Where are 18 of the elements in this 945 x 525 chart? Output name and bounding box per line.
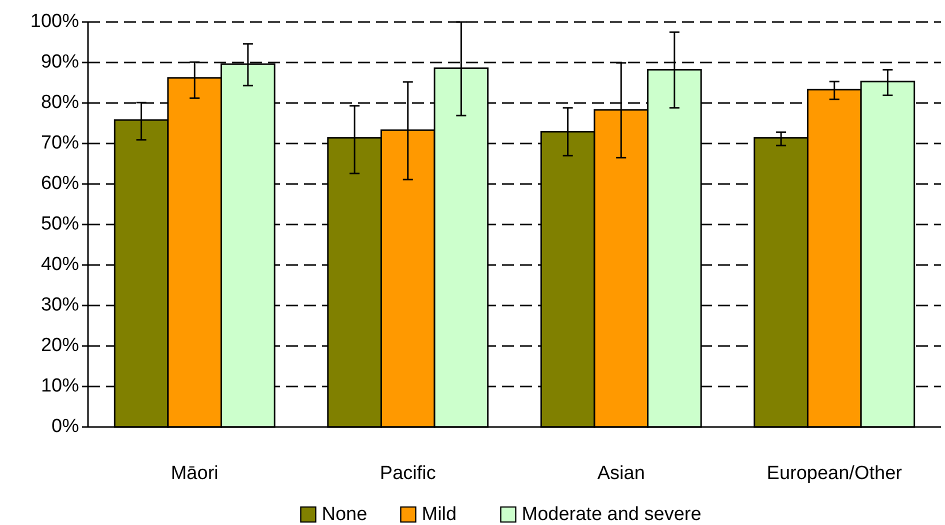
legend-label: Mild: [422, 504, 457, 525]
y-tick-label: 10%: [40, 376, 80, 397]
x-tick-label: Asian: [597, 463, 645, 484]
y-tick-label: 70%: [40, 132, 80, 154]
x-tick-label: European/Other: [766, 463, 903, 484]
legend-label: None: [322, 504, 368, 525]
y-tick-label: 0%: [52, 416, 80, 438]
y-tick-label: 90%: [40, 52, 80, 73]
y-tick-label: 80%: [40, 92, 80, 114]
y-tick-label: 100%: [30, 11, 80, 32]
y-tick-label: 30%: [40, 294, 80, 316]
y-tick-label: 60%: [40, 173, 80, 194]
x-tick-label: Pacific: [380, 463, 436, 484]
x-tick-label: Māori: [170, 463, 218, 484]
y-tick-label: 50%: [40, 214, 80, 235]
legend-label: Moderate and severe: [522, 504, 702, 525]
y-tick-label: 20%: [40, 335, 80, 356]
y-tick-label: 40%: [40, 254, 80, 276]
